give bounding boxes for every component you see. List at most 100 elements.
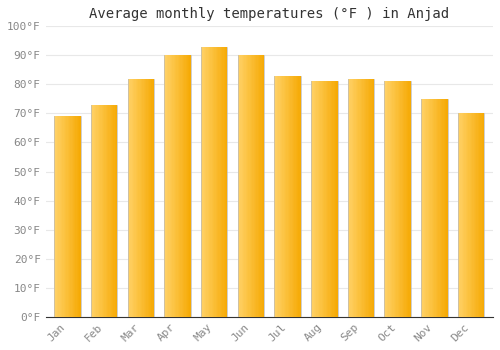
Bar <box>474 113 475 317</box>
Bar <box>288 76 289 317</box>
Bar <box>250 55 251 317</box>
Bar <box>256 55 258 317</box>
Bar <box>69 116 70 317</box>
Bar <box>441 99 442 317</box>
Bar <box>434 99 436 317</box>
Bar <box>221 47 222 317</box>
Bar <box>150 78 152 317</box>
Bar <box>259 55 260 317</box>
Bar <box>293 76 294 317</box>
Bar <box>404 82 406 317</box>
Bar <box>437 99 438 317</box>
Bar <box>332 82 334 317</box>
Bar <box>373 78 374 317</box>
Bar <box>74 116 76 317</box>
Bar <box>178 55 179 317</box>
Bar <box>107 105 108 317</box>
Bar <box>324 82 326 317</box>
Bar <box>368 78 369 317</box>
Bar <box>218 47 220 317</box>
Bar <box>357 78 358 317</box>
Bar <box>470 113 471 317</box>
Bar <box>478 113 479 317</box>
Bar <box>238 55 239 317</box>
Bar <box>432 99 433 317</box>
Bar <box>400 82 402 317</box>
Bar <box>366 78 368 317</box>
Bar <box>91 105 92 317</box>
Bar <box>289 76 290 317</box>
Bar <box>183 55 184 317</box>
Bar <box>167 55 168 317</box>
Bar <box>168 55 170 317</box>
Bar <box>73 116 74 317</box>
Bar <box>348 78 349 317</box>
Title: Average monthly temperatures (°F ) in Anjad: Average monthly temperatures (°F ) in An… <box>89 7 450 21</box>
Bar <box>132 78 133 317</box>
Bar <box>129 78 130 317</box>
Bar <box>214 47 216 317</box>
Bar <box>152 78 153 317</box>
Bar <box>384 82 386 317</box>
Bar <box>130 78 132 317</box>
Bar <box>460 113 462 317</box>
Bar <box>446 99 448 317</box>
Bar <box>243 55 244 317</box>
Bar <box>213 47 214 317</box>
Bar <box>242 55 243 317</box>
Bar <box>365 78 366 317</box>
Bar <box>208 47 209 317</box>
Bar <box>372 78 373 317</box>
Bar <box>410 82 411 317</box>
Bar <box>64 116 65 317</box>
Bar <box>421 99 422 317</box>
Bar <box>391 82 392 317</box>
Bar <box>66 116 68 317</box>
Bar <box>440 99 441 317</box>
Bar <box>318 82 319 317</box>
Bar <box>326 82 327 317</box>
Bar <box>402 82 403 317</box>
Bar <box>364 78 365 317</box>
Bar <box>278 76 280 317</box>
Bar <box>480 113 482 317</box>
Bar <box>392 82 394 317</box>
Bar <box>294 76 296 317</box>
Bar <box>483 113 484 317</box>
Bar <box>145 78 146 317</box>
Bar <box>103 105 104 317</box>
Bar <box>144 78 145 317</box>
Bar <box>328 82 330 317</box>
Bar <box>175 55 176 317</box>
Bar <box>349 78 350 317</box>
Bar <box>323 82 324 317</box>
Bar <box>114 105 115 317</box>
Bar <box>133 78 134 317</box>
Bar <box>335 82 336 317</box>
Bar <box>406 82 407 317</box>
Bar <box>94 105 95 317</box>
Bar <box>204 47 205 317</box>
Bar <box>251 55 252 317</box>
Bar <box>403 82 404 317</box>
Bar <box>424 99 425 317</box>
Bar <box>104 105 106 317</box>
Bar <box>315 82 316 317</box>
Bar <box>128 78 129 317</box>
Bar <box>284 76 285 317</box>
Bar <box>387 82 388 317</box>
Bar <box>186 55 187 317</box>
Bar <box>136 78 137 317</box>
Bar <box>115 105 116 317</box>
Bar <box>353 78 354 317</box>
Bar <box>331 82 332 317</box>
Bar <box>217 47 218 317</box>
Bar <box>70 116 71 317</box>
Bar <box>108 105 110 317</box>
Bar <box>246 55 247 317</box>
Bar <box>166 55 167 317</box>
Bar <box>220 47 221 317</box>
Bar <box>106 105 107 317</box>
Bar <box>210 47 212 317</box>
Bar <box>226 47 228 317</box>
